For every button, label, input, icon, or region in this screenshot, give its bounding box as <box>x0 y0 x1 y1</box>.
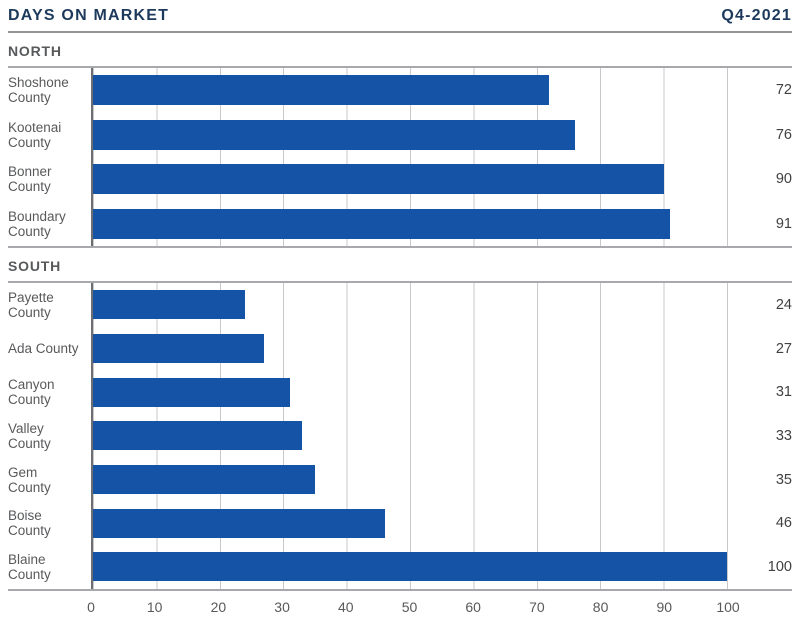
category-label: Ada County <box>8 341 79 357</box>
category-label: Gem County <box>8 464 51 495</box>
plot-area <box>91 457 728 502</box>
x-tick: 80 <box>592 598 609 615</box>
category-label: Canyon County <box>8 377 55 408</box>
page-title: DAYS ON MARKET <box>8 7 170 24</box>
value-label: 35 <box>775 471 792 488</box>
chart-row: Shoshone County 72 <box>8 68 792 113</box>
category-label: Valley County <box>8 420 51 451</box>
chart-row: Kootenai County 76 <box>8 112 792 157</box>
value-label: 31 <box>775 384 792 401</box>
section-label-north: NORTH <box>8 43 62 59</box>
value-label: 46 <box>775 515 792 532</box>
bar <box>93 290 246 320</box>
bar <box>93 508 385 538</box>
category-label: Blaine County <box>8 551 51 582</box>
bar <box>93 119 575 150</box>
plot-area <box>91 201 728 246</box>
category-label: Bonner County <box>8 164 52 195</box>
x-tick: 0 <box>87 598 95 615</box>
chart-row: Gem County 35 <box>8 457 792 502</box>
chart-row: Ada County 27 <box>8 326 792 371</box>
value-label: 72 <box>775 82 792 99</box>
north-chart: Shoshone County 72 Kootenai County 76 Bo… <box>8 66 792 248</box>
x-axis-ticks: 0 10 20 30 40 50 60 70 80 90 100 <box>87 591 740 623</box>
category-label: Shoshone County <box>8 75 69 106</box>
bar <box>93 421 303 451</box>
x-tick: 40 <box>338 598 354 615</box>
x-tick: 10 <box>146 598 163 615</box>
period-label: Q4-2021 <box>721 7 792 24</box>
value-label: 27 <box>775 340 792 357</box>
bar <box>93 75 550 106</box>
value-label: 33 <box>775 427 792 444</box>
bar <box>93 465 315 495</box>
x-tick: 50 <box>401 598 418 615</box>
plot-area <box>91 112 728 157</box>
chart-row: Boundary County 91 <box>8 201 792 246</box>
x-tick: 60 <box>465 598 481 615</box>
chart-row: Boise County 46 <box>8 501 792 546</box>
bar <box>93 334 265 364</box>
plot-area <box>91 326 728 371</box>
plot-area <box>91 370 728 415</box>
value-label: 24 <box>775 296 792 313</box>
x-tick: 20 <box>210 598 227 615</box>
x-tick: 90 <box>656 598 673 615</box>
value-label: 76 <box>775 126 792 143</box>
category-label: Boise County <box>8 508 51 539</box>
plot-area <box>91 283 728 327</box>
value-label: 100 <box>767 558 792 575</box>
chart-row: Canyon County 31 <box>8 370 792 415</box>
plot-area <box>91 157 728 202</box>
bar <box>93 377 290 407</box>
x-axis: 0 10 20 30 40 50 60 70 80 90 100 <box>8 591 792 623</box>
chart-row: Payette County 24 <box>8 283 792 327</box>
bar <box>93 164 664 195</box>
value-label: 91 <box>775 215 792 232</box>
category-label: Boundary County <box>8 208 66 239</box>
x-tick: 70 <box>529 598 545 615</box>
value-label: 90 <box>775 171 792 188</box>
plot-area <box>91 501 728 546</box>
chart-row: Bonner County 90 <box>8 157 792 202</box>
chart-row: Blaine County 100 <box>8 545 792 589</box>
chart-row: Valley County 33 <box>8 414 792 458</box>
south-chart: Payette County 24 Ada County 27 Canyon C… <box>8 281 792 591</box>
section-label-south: SOUTH <box>8 258 61 274</box>
plot-area <box>91 414 728 458</box>
report-header: DAYS ON MARKET Q4-2021 <box>8 0 792 33</box>
x-tick: 30 <box>274 598 290 615</box>
bar <box>93 208 670 239</box>
x-tick: 100 <box>716 598 740 615</box>
category-label: Kootenai County <box>8 119 62 150</box>
plot-area <box>91 545 728 589</box>
bar <box>93 552 727 582</box>
category-label: Payette County <box>8 289 54 320</box>
plot-area <box>91 68 728 113</box>
